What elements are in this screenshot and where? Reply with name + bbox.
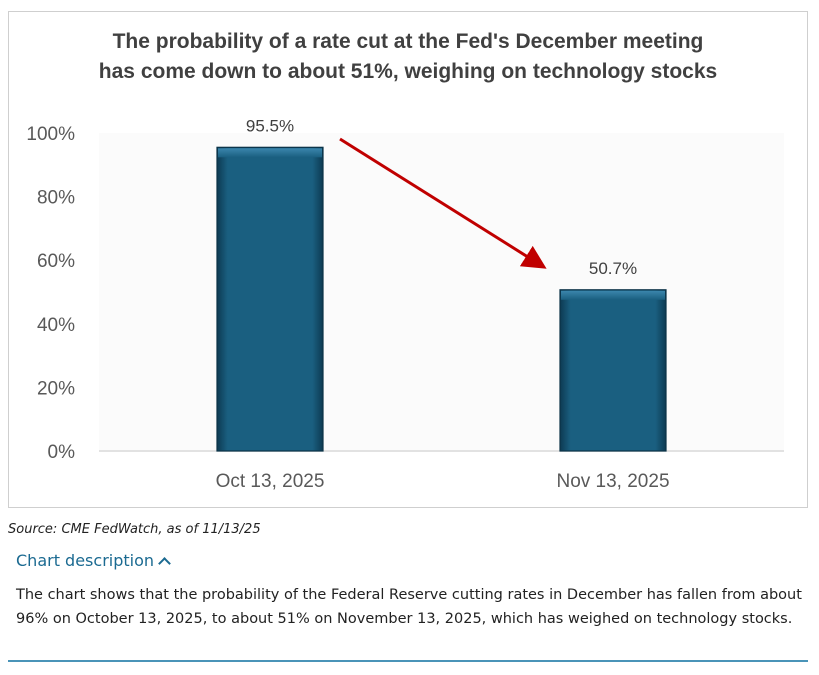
- plot-area: [99, 133, 784, 451]
- y-tick-label: 80%: [37, 188, 75, 209]
- data-label: 95.5%: [246, 116, 294, 135]
- y-tick-label: 100%: [26, 124, 75, 145]
- trend-arrow: [339, 137, 547, 269]
- bar: [559, 289, 667, 452]
- y-tick-label: 0%: [48, 442, 76, 463]
- chart-description-text: The chart shows that the probability of …: [16, 587, 802, 627]
- x-tick-label: Nov 13, 2025: [556, 471, 669, 492]
- x-tick-label: Oct 13, 2025: [216, 471, 325, 492]
- source-note: Source: CME FedWatch, as of 11/13/25: [8, 522, 261, 537]
- y-tick-label: 20%: [37, 378, 75, 399]
- y-tick-label: 60%: [37, 251, 75, 272]
- y-tick-label: 40%: [37, 315, 75, 336]
- divider: [8, 660, 808, 662]
- chart-description-toggle[interactable]: Chart description: [16, 551, 171, 570]
- chart-svg: The probability of a rate cut at the Fed…: [26, 30, 784, 492]
- chart-title-line: has come down to about 51%, weighing on …: [99, 60, 717, 83]
- chevron-up-icon: [158, 556, 171, 570]
- bar-bevel: [218, 148, 322, 158]
- chart-title: The probability of a rate cut at the Fed…: [99, 30, 717, 83]
- chart-description-label: Chart description: [16, 551, 155, 570]
- chart-frame: The probability of a rate cut at the Fed…: [8, 11, 808, 508]
- chart-title-line: The probability of a rate cut at the Fed…: [113, 30, 704, 53]
- data-label: 50.7%: [589, 259, 637, 278]
- bar-bevel: [561, 290, 665, 300]
- bar: [216, 146, 324, 452]
